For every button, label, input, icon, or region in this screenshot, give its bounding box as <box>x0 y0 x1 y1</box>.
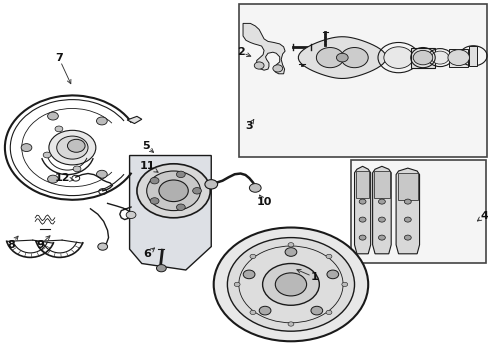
Circle shape <box>159 180 188 202</box>
Circle shape <box>227 238 354 331</box>
Circle shape <box>285 248 296 256</box>
Circle shape <box>150 177 159 184</box>
Circle shape <box>447 50 468 66</box>
Circle shape <box>126 211 136 219</box>
Circle shape <box>358 217 365 222</box>
Circle shape <box>404 235 410 240</box>
Polygon shape <box>355 171 368 198</box>
Circle shape <box>326 270 338 279</box>
Circle shape <box>204 180 217 189</box>
Circle shape <box>156 265 166 272</box>
Text: 7: 7 <box>55 53 71 84</box>
Circle shape <box>340 48 367 68</box>
Circle shape <box>67 139 85 152</box>
Circle shape <box>336 53 347 62</box>
Text: 5: 5 <box>142 141 153 152</box>
Circle shape <box>358 235 365 240</box>
Text: 6: 6 <box>143 248 154 259</box>
Bar <box>238 4 486 157</box>
Polygon shape <box>372 166 390 254</box>
Circle shape <box>47 112 58 120</box>
Bar <box>468 46 476 66</box>
Circle shape <box>378 217 385 222</box>
Circle shape <box>310 306 322 315</box>
Bar <box>350 160 485 263</box>
Circle shape <box>272 65 282 72</box>
Circle shape <box>287 243 293 247</box>
Circle shape <box>404 217 410 222</box>
Circle shape <box>358 199 365 204</box>
Bar <box>448 49 468 67</box>
Circle shape <box>249 254 255 258</box>
Circle shape <box>96 117 107 125</box>
Circle shape <box>98 243 107 250</box>
Circle shape <box>150 198 159 204</box>
Circle shape <box>249 310 255 315</box>
Circle shape <box>316 48 343 68</box>
Circle shape <box>287 322 293 326</box>
Polygon shape <box>129 156 211 270</box>
Polygon shape <box>298 37 386 78</box>
Circle shape <box>176 204 185 211</box>
Circle shape <box>213 228 367 341</box>
Circle shape <box>378 235 385 240</box>
Text: 10: 10 <box>256 195 271 207</box>
Circle shape <box>137 164 210 218</box>
Text: 3: 3 <box>245 120 253 131</box>
Circle shape <box>234 282 240 287</box>
Text: 12: 12 <box>55 173 73 183</box>
Circle shape <box>325 254 331 258</box>
Circle shape <box>341 282 347 287</box>
Circle shape <box>249 184 261 192</box>
Circle shape <box>146 171 200 211</box>
Circle shape <box>49 130 96 165</box>
Text: 9: 9 <box>36 236 50 250</box>
Circle shape <box>430 51 448 64</box>
Circle shape <box>43 152 51 158</box>
Text: 4: 4 <box>476 211 487 221</box>
Polygon shape <box>354 166 370 254</box>
Circle shape <box>47 175 58 183</box>
Circle shape <box>383 47 412 68</box>
Circle shape <box>412 50 432 65</box>
Circle shape <box>275 273 306 296</box>
Circle shape <box>378 199 385 204</box>
Text: 2: 2 <box>236 47 250 57</box>
Polygon shape <box>243 23 285 74</box>
Text: 8: 8 <box>7 236 18 250</box>
Polygon shape <box>127 116 142 123</box>
Text: 11: 11 <box>140 161 158 172</box>
Polygon shape <box>373 171 389 198</box>
Circle shape <box>96 170 107 178</box>
Circle shape <box>243 270 254 279</box>
Circle shape <box>325 310 331 315</box>
Circle shape <box>404 199 410 204</box>
Circle shape <box>259 306 270 315</box>
Polygon shape <box>397 173 417 200</box>
Circle shape <box>73 166 81 172</box>
Bar <box>410 48 434 68</box>
Circle shape <box>176 171 185 177</box>
Text: 1: 1 <box>296 269 318 282</box>
Polygon shape <box>395 168 419 254</box>
Circle shape <box>55 126 62 132</box>
Circle shape <box>254 62 264 69</box>
Circle shape <box>262 264 319 305</box>
Circle shape <box>21 144 32 152</box>
Circle shape <box>192 188 201 194</box>
Circle shape <box>57 136 88 159</box>
